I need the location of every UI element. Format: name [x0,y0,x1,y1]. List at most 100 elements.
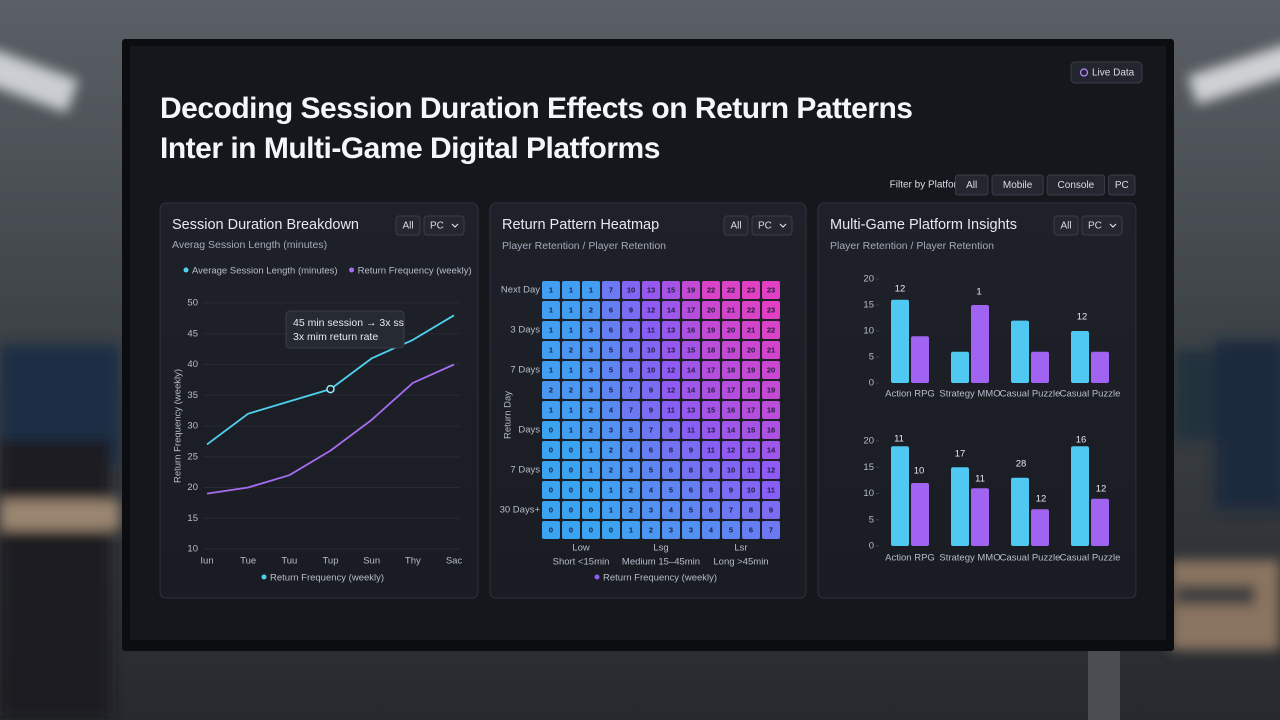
heat-cell [602,301,620,319]
panel-button-text: All [1060,221,1071,232]
bar-annotation: 12 [1077,312,1088,323]
heat-cell-label: 13 [667,325,675,334]
heat-cell [662,321,680,339]
filter-text: PC [1115,180,1129,191]
filter-button[interactable] [1108,174,1136,196]
heat-cell [702,381,720,399]
x-tick-label: Casual Puzzle [1060,389,1121,400]
heat-cell [602,341,620,359]
bar [1011,320,1029,383]
row-label: 30 Days+ [500,505,541,516]
heat-cell [662,301,680,319]
heat-cell-label: 2 [629,505,633,514]
heat-cell-label: 15 [667,285,675,294]
heat-cell-label: 1 [569,425,573,434]
panel-button-text: All [402,221,413,232]
panel-button[interactable] [1053,215,1079,236]
heat-cell-label: 1 [589,285,593,294]
chevron [779,223,787,228]
heat-cell-label: 19 [727,345,735,354]
legend-text: Return Frequency (weekly) [358,266,472,277]
heat-cell-label: 1 [609,505,613,514]
heat-cell [602,361,620,379]
heat-cell-label: 22 [747,305,755,314]
heat-cell [682,521,700,539]
heat-cell-label: 12 [727,445,735,454]
heat-cell [542,441,560,459]
heat-cell [602,281,620,299]
heat-cell [622,281,640,299]
panel-button[interactable] [1081,215,1123,236]
x-group-range: Medium 15–45min [622,557,700,568]
heat-cell-label: 3 [689,525,693,534]
heat-cell-label: 3 [649,505,653,514]
heat-cell-label: 0 [609,525,613,534]
heat-cell-label: 2 [589,425,593,434]
annotation-point [326,384,335,394]
legend-dot [594,574,600,580]
filter-button[interactable] [1046,174,1106,196]
heat-cell-label: 1 [549,325,553,334]
heat-cell-label: 9 [769,505,773,514]
panel-button[interactable] [751,215,793,236]
office-blur [0,42,1280,720]
heat-cell-label: 11 [647,325,655,334]
heat-cell [602,461,620,479]
bar [1091,498,1109,546]
heat-cell [562,461,580,479]
heat-cell-label: 11 [707,445,715,454]
x-group-range: Long >45min [713,557,768,568]
bar [891,299,909,383]
heat-cell-label: 21 [727,305,735,314]
panel-button-text: PC [1088,221,1102,232]
heat-cell [702,401,720,419]
heat-cell [622,521,640,539]
heat-cell-label: 6 [609,305,613,314]
panel-subtitle: Player Retention / Player Retention [830,240,994,252]
heat-cell [742,341,760,359]
heat-cell-label: 16 [727,405,735,414]
bar-annotation: 12 [1096,484,1107,495]
heat-cell [702,361,720,379]
heat-cell [542,401,560,419]
heat-cell [582,401,600,419]
panel-button[interactable] [395,215,421,236]
heat-cell [662,521,680,539]
filter-button[interactable] [991,174,1044,196]
heat-cell-label: 3 [629,465,633,474]
heat-cell [682,341,700,359]
live-badge[interactable] [1070,61,1143,84]
heat-cell-label: 0 [589,505,593,514]
filter-button[interactable] [954,174,989,196]
heat-cell-label: 6 [689,485,693,494]
x-tick-label: Action RPG [885,553,935,564]
panel-button[interactable] [723,215,749,236]
heat-cell-label: 4 [669,505,674,514]
x-tick-label: Thy [405,556,421,567]
heat-cell [662,481,680,499]
heat-cell [682,461,700,479]
heat-cell-label: 16 [687,325,695,334]
heat-cell [542,421,560,439]
y-axis-label: Return Frequency (weekly) [173,369,184,483]
heat-cell [582,481,600,499]
bar [971,305,989,383]
filter-label: Filter by Platform: [890,180,968,191]
heat-cell [722,401,740,419]
heat-cell-label: 4 [709,525,714,534]
heat-cell-label: 16 [707,385,715,394]
bar-annotation: 1 [976,287,981,298]
heat-cell [742,301,760,319]
x-tick-label: Strategy MMO [939,389,1000,400]
heat-cell [622,501,640,519]
heat-cell [702,421,720,439]
heat-cell [542,301,560,319]
heat-cell-label: 19 [687,285,695,294]
heat-cell [722,441,740,459]
y-tick-label: 15 [187,513,198,524]
heat-cell [722,481,740,499]
heat-cell [742,501,760,519]
heat-cell-label: 23 [747,285,755,294]
heat-cell [742,401,760,419]
panel-button[interactable] [423,215,465,236]
